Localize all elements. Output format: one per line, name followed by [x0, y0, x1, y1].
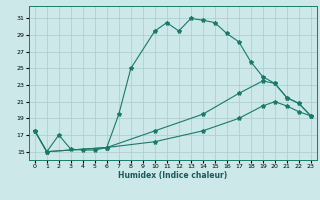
X-axis label: Humidex (Indice chaleur): Humidex (Indice chaleur) — [118, 171, 228, 180]
